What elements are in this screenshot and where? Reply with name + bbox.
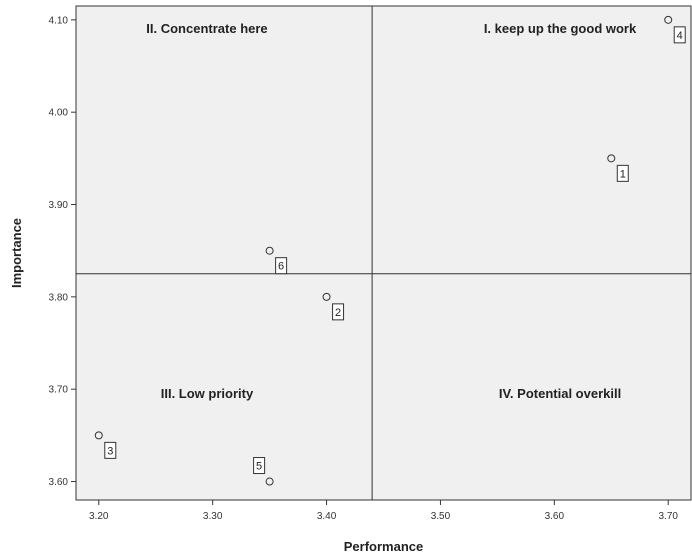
point-label-box <box>104 441 117 459</box>
y-axis-title: Importance <box>9 218 24 288</box>
y-tick-label: 4.10 <box>49 15 69 26</box>
point-label: 3 <box>107 445 113 457</box>
quadrant-label: II. Concentrate here <box>146 21 267 36</box>
x-axis-title: Performance <box>344 539 423 554</box>
point-label: 1 <box>620 168 626 180</box>
x-tick-label: 3.50 <box>431 511 451 522</box>
data-point <box>265 477 274 486</box>
y-tick-label: 3.80 <box>49 292 69 303</box>
x-tick-label: 3.30 <box>203 511 223 522</box>
x-tick-label: 3.70 <box>658 511 678 522</box>
y-tick-label: 3.70 <box>49 385 69 396</box>
quadrant-labels: I. keep up the good work II. Concentrate … <box>146 21 637 401</box>
x-tick-label: 3.60 <box>545 511 565 522</box>
quadrant-label: IV. Potential overkill <box>499 386 621 401</box>
y-axis: 3.60 3.70 3.80 3.90 4.00 4.10 <box>49 15 76 488</box>
quadrant-label: III. Low priority <box>161 386 254 401</box>
point-label-box <box>275 257 288 275</box>
y-tick-label: 3.90 <box>49 200 69 211</box>
point-label-box <box>332 303 345 321</box>
data-point <box>265 246 274 255</box>
point-label: 6 <box>278 261 284 273</box>
quadrant-label: I. keep up the good work <box>484 21 637 36</box>
point-label-box <box>253 457 266 475</box>
point-label-box <box>616 164 629 182</box>
data-point <box>322 292 331 301</box>
point-label: 5 <box>256 461 262 473</box>
x-tick-label: 3.40 <box>317 511 337 522</box>
reference-lines <box>76 6 691 500</box>
data-point <box>94 431 103 440</box>
plot-area <box>75 5 692 501</box>
point-label: 4 <box>677 30 683 42</box>
data-points: 1 2 3 4 5 6 <box>94 15 686 486</box>
data-point <box>607 154 616 163</box>
x-tick-label: 3.20 <box>89 511 109 522</box>
y-tick-label: 3.60 <box>49 477 69 488</box>
x-axis: 3.20 3.30 3.40 3.50 3.60 3.70 <box>89 500 678 522</box>
data-point <box>664 15 673 24</box>
point-label: 2 <box>335 307 341 319</box>
y-tick-label: 4.00 <box>49 108 69 119</box>
point-label-box <box>673 26 686 44</box>
